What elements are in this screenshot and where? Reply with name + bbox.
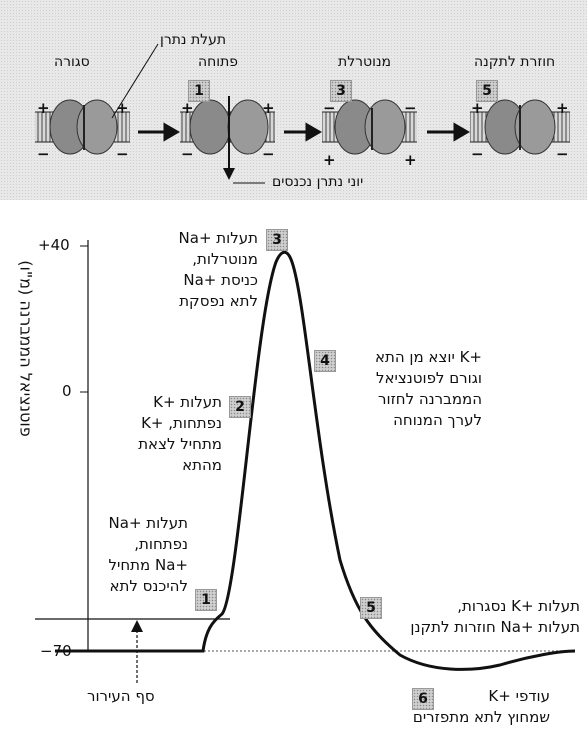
annotation-2-text: תעלות +K נפתחות, +K מתחיל לצאת מהתא [138, 393, 222, 474]
charge-plus: + [37, 99, 50, 117]
membrane-closed [35, 99, 130, 155]
stage-number-3: 3 [330, 80, 352, 102]
charge-minus: − [181, 145, 194, 163]
y-tick-label-minus70: −70 [40, 642, 72, 660]
charge-plus: + [181, 99, 194, 117]
annotation-6-number: 6 [412, 688, 434, 710]
charge-minus: − [556, 145, 569, 163]
annotation-4-text: +K יוצא מן התא וגורם לפוטנציאל הממברנה ל… [374, 348, 482, 429]
annotation-6-text: עודפי +K שמחוץ לתא מתפזרים [412, 687, 550, 726]
stage-number-5: 5 [476, 80, 498, 102]
annotation-4-number: 4 [314, 350, 336, 372]
y-axis-label: פוטנציאל הממברנה (מ"ו) [16, 260, 36, 437]
membrane-reset [470, 99, 570, 155]
annotation-5-text: תעלות +K נסגרות, תעלות +Na חוזרות לתקנן [410, 597, 580, 636]
channel-label: תעלת נתרן [160, 32, 227, 48]
charge-plus: + [556, 99, 569, 117]
threshold-arrow-head [131, 620, 143, 632]
membrane-inactivated [322, 99, 417, 155]
charge-plus: + [116, 99, 129, 117]
stage-label-inactivated: מנוטרלת [338, 54, 392, 70]
charge-minus: − [37, 145, 50, 163]
channel-leader-line [111, 43, 159, 119]
stage-label-closed: סגורה [54, 54, 90, 70]
stage-label-open: פתוחה [198, 54, 239, 70]
annotation-3-number: 3 [266, 229, 288, 251]
annotation-2-number: 2 [229, 396, 251, 418]
annotation-1-number: 1 [195, 589, 217, 611]
ions-entering-label: יוני נתרן נכנסים [272, 174, 364, 190]
charge-plus: + [404, 151, 417, 169]
charge-plus: + [323, 151, 336, 169]
y-tick-label-plus40: +40 [38, 236, 70, 254]
membrane-open [180, 99, 275, 155]
stage-label-reset: חוזרת לתקנה [474, 54, 556, 70]
stage-arrows [138, 122, 470, 142]
charge-plus: + [471, 99, 484, 117]
channel-states-illustration [35, 43, 570, 184]
stage-number-1: 1 [188, 80, 210, 102]
threshold-label: סף העירור [87, 687, 155, 705]
annotation-1-text: תעלות +Na נפתחות, +Na מתחיל להיכנס לתא [108, 514, 189, 595]
charge-minus: − [116, 145, 129, 163]
charge-minus: − [404, 99, 417, 117]
charge-plus: + [262, 99, 275, 117]
y-tick-label-zero: 0 [62, 382, 72, 400]
sodium-influx-arrow [223, 96, 265, 184]
annotation-3-text: תעלות +Na מנוטרלות, כניסת +Na לתא נפסקת [178, 229, 258, 310]
charge-minus: − [471, 145, 484, 163]
charge-minus: − [262, 145, 275, 163]
action-potential-curve [55, 250, 576, 671]
annotation-5-number: 5 [360, 597, 382, 619]
charge-minus: − [323, 99, 336, 117]
